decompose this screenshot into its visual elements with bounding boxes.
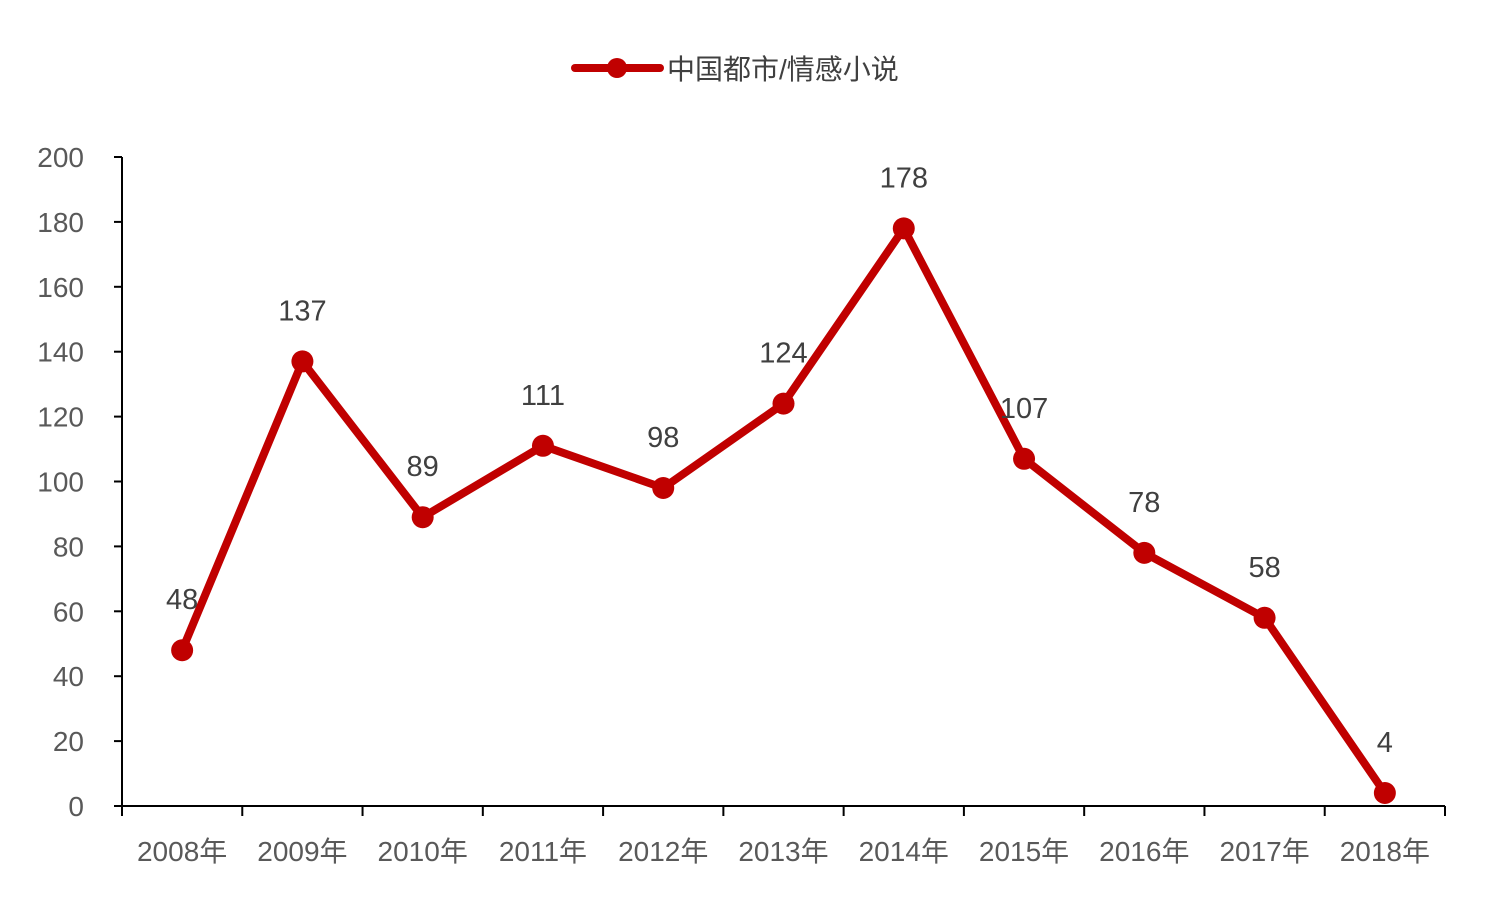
x-tick-label: 2009年 xyxy=(257,836,347,867)
data-point xyxy=(1013,447,1036,470)
x-tick-label: 2018年 xyxy=(1340,836,1430,867)
legend-dot-marker xyxy=(607,58,627,78)
data-point xyxy=(531,434,554,457)
y-tick-label: 80 xyxy=(53,531,84,562)
data-label: 58 xyxy=(1248,552,1280,584)
x-tick-label: 2017年 xyxy=(1219,836,1309,867)
data-label: 48 xyxy=(166,584,198,616)
y-tick-label: 120 xyxy=(37,402,84,433)
y-tick-label: 20 xyxy=(53,726,84,757)
y-tick-label: 160 xyxy=(37,272,84,303)
y-tick-label: 100 xyxy=(37,467,84,498)
data-label: 124 xyxy=(759,338,807,370)
data-label: 111 xyxy=(521,380,565,412)
x-tick-label: 2015年 xyxy=(979,836,1069,867)
x-tick-label: 2010年 xyxy=(378,836,468,867)
legend: 中国都市/情感小说 xyxy=(571,54,899,85)
data-point xyxy=(652,476,675,499)
x-tick-label: 2011年 xyxy=(499,836,587,867)
data-point xyxy=(1253,606,1276,629)
data-point xyxy=(411,506,434,529)
data-point xyxy=(291,350,314,373)
y-tick-label: 40 xyxy=(53,661,84,692)
data-label: 89 xyxy=(407,451,439,483)
data-point xyxy=(171,639,194,662)
data-label: 78 xyxy=(1128,487,1160,519)
x-tick-label: 2014年 xyxy=(859,836,949,867)
legend-series-label: 中国都市/情感小说 xyxy=(667,54,899,85)
data-label: 178 xyxy=(880,162,928,194)
x-tick-label: 2013年 xyxy=(738,836,828,867)
y-tick-label: 180 xyxy=(37,207,84,238)
series-layer xyxy=(171,217,1396,805)
data-point xyxy=(1373,782,1396,805)
y-tick-label: 140 xyxy=(37,337,84,368)
data-point xyxy=(772,392,795,415)
y-tick-label: 0 xyxy=(68,791,84,822)
data-point xyxy=(892,217,915,240)
data-labels: 48 137 89 111 98 124 178 107 78 58 4 xyxy=(166,162,1393,759)
data-point xyxy=(1133,541,1156,564)
series-line xyxy=(178,224,1389,798)
x-tick-label: 2012年 xyxy=(618,836,708,867)
x-tick-label: 2016年 xyxy=(1099,836,1189,867)
data-label: 98 xyxy=(647,422,679,454)
data-label: 107 xyxy=(1000,393,1048,425)
axes: 0 20 40 60 80 100 120 140 160 180 200 2008年 2009年 201… xyxy=(37,142,1446,867)
x-tick-label: 2008年 xyxy=(137,836,227,867)
data-label: 4 xyxy=(1377,727,1393,759)
data-label: 137 xyxy=(278,295,326,327)
y-tick-label: 60 xyxy=(53,596,84,627)
y-tick-label: 200 xyxy=(37,142,84,173)
